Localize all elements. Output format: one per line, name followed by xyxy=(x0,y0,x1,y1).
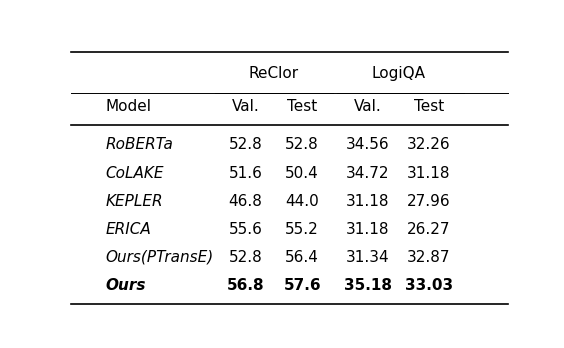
Text: 33.03: 33.03 xyxy=(405,278,453,293)
Text: Ours(PTransE): Ours(PTransE) xyxy=(105,250,214,265)
Text: 31.18: 31.18 xyxy=(346,222,390,237)
Text: 56.8: 56.8 xyxy=(227,278,264,293)
Text: 50.4: 50.4 xyxy=(285,166,319,181)
Text: 34.56: 34.56 xyxy=(346,137,390,152)
Text: Val.: Val. xyxy=(231,98,259,113)
Text: 55.6: 55.6 xyxy=(228,222,262,237)
Text: 35.18: 35.18 xyxy=(343,278,392,293)
Text: RoBERTa: RoBERTa xyxy=(105,137,173,152)
Text: 31.18: 31.18 xyxy=(407,166,451,181)
Text: CoLAKE: CoLAKE xyxy=(105,166,164,181)
Text: 56.4: 56.4 xyxy=(285,250,319,265)
Text: Test: Test xyxy=(414,98,444,113)
Text: LogiQA: LogiQA xyxy=(371,66,425,81)
Text: 44.0: 44.0 xyxy=(285,194,319,209)
Text: ERICA: ERICA xyxy=(105,222,151,237)
Text: 55.2: 55.2 xyxy=(285,222,319,237)
Text: ReClor: ReClor xyxy=(249,66,299,81)
Text: 32.26: 32.26 xyxy=(407,137,451,152)
Text: Ours: Ours xyxy=(105,278,146,293)
Text: Test: Test xyxy=(287,98,318,113)
Text: 27.96: 27.96 xyxy=(407,194,451,209)
Text: 52.8: 52.8 xyxy=(228,250,262,265)
Text: 31.34: 31.34 xyxy=(346,250,390,265)
Text: 52.8: 52.8 xyxy=(228,137,262,152)
Text: KEPLER: KEPLER xyxy=(105,194,163,209)
Text: 31.18: 31.18 xyxy=(346,194,390,209)
Text: 34.72: 34.72 xyxy=(346,166,390,181)
Text: Val.: Val. xyxy=(354,98,382,113)
Text: 57.6: 57.6 xyxy=(283,278,321,293)
Text: Model: Model xyxy=(105,98,152,113)
Text: 26.27: 26.27 xyxy=(407,222,451,237)
Text: 46.8: 46.8 xyxy=(228,194,262,209)
Text: 51.6: 51.6 xyxy=(228,166,262,181)
Text: 52.8: 52.8 xyxy=(285,137,319,152)
Text: 32.87: 32.87 xyxy=(407,250,451,265)
